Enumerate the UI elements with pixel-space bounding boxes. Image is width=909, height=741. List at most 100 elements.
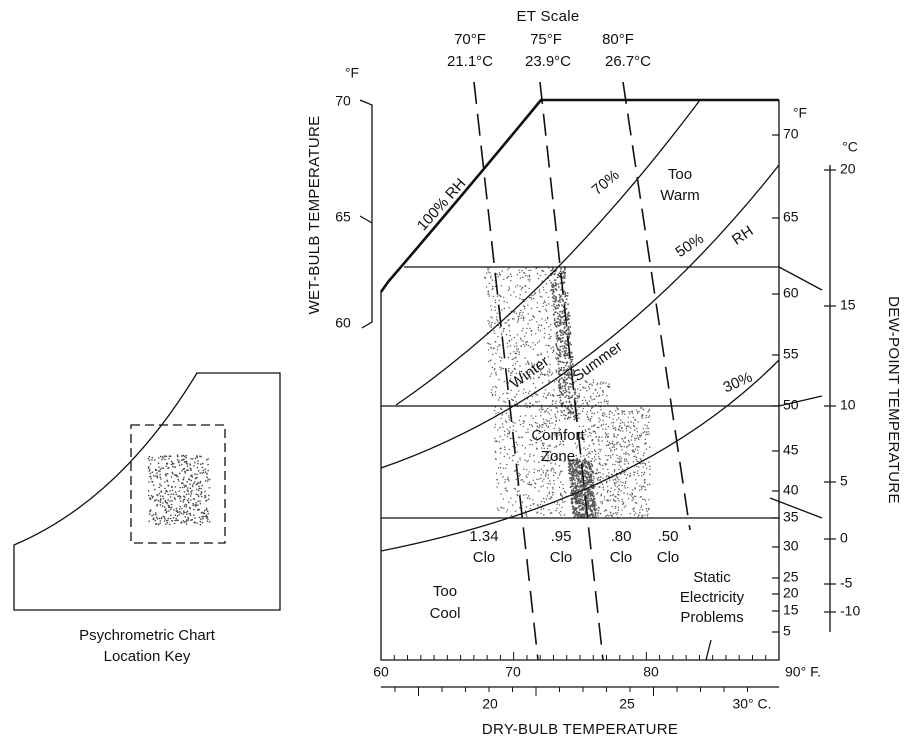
dot	[648, 427, 650, 430]
dot	[193, 482, 195, 485]
dot	[528, 275, 531, 278]
dot	[567, 462, 570, 465]
dot	[515, 430, 517, 432]
dot	[199, 520, 202, 523]
dot	[642, 408, 645, 411]
dot	[578, 508, 581, 511]
dot	[594, 450, 597, 453]
dot	[560, 459, 563, 461]
dot	[569, 366, 571, 369]
dot	[558, 486, 561, 488]
dot	[559, 378, 561, 381]
dot	[569, 386, 572, 388]
dot	[200, 511, 203, 514]
key-dots	[147, 454, 211, 526]
dot	[584, 434, 586, 436]
dot	[546, 460, 549, 463]
dot	[519, 415, 522, 417]
dot	[543, 497, 545, 500]
clo-value: .95	[551, 528, 572, 545]
dot	[544, 332, 546, 334]
dot	[533, 297, 535, 300]
wet-bulb-tick: 65	[335, 209, 351, 225]
dot	[530, 377, 532, 380]
dot	[568, 329, 570, 332]
dot	[502, 367, 505, 370]
dot	[190, 499, 192, 501]
dot	[559, 345, 562, 348]
dot	[506, 277, 508, 279]
dot	[604, 399, 606, 401]
dot	[547, 373, 549, 375]
et-line	[539, 81, 604, 661]
dot	[609, 490, 612, 493]
dot	[543, 421, 545, 423]
dot	[561, 312, 564, 314]
dot	[173, 522, 176, 525]
dot	[529, 274, 531, 276]
dot	[567, 365, 570, 368]
dot	[187, 519, 190, 521]
dot	[191, 518, 193, 521]
dot	[499, 366, 501, 368]
dot	[205, 508, 208, 511]
dot	[619, 458, 621, 460]
dot	[632, 498, 635, 500]
dot	[554, 402, 557, 404]
dot	[173, 509, 175, 511]
dot	[647, 431, 649, 433]
dot	[582, 459, 585, 462]
dot	[548, 392, 550, 394]
dot	[492, 386, 494, 388]
dot	[592, 381, 594, 384]
dot	[616, 486, 618, 488]
dot	[531, 444, 534, 446]
dot	[527, 275, 529, 277]
dot	[563, 290, 566, 293]
dot	[538, 324, 540, 326]
dot	[546, 317, 549, 320]
dot	[174, 466, 176, 468]
dot	[616, 407, 618, 409]
dot	[635, 458, 637, 461]
dot	[579, 433, 581, 435]
dot	[180, 522, 183, 524]
dot	[558, 512, 560, 514]
dot	[648, 410, 650, 412]
dot	[504, 322, 506, 324]
dot	[634, 437, 636, 439]
dot	[494, 437, 496, 440]
dot	[617, 477, 619, 479]
dot	[617, 434, 619, 436]
dot	[489, 325, 491, 327]
dot	[564, 354, 566, 357]
dot	[191, 474, 193, 476]
dot	[522, 494, 525, 496]
dot	[610, 514, 612, 516]
dot	[567, 333, 570, 336]
dot	[592, 442, 595, 445]
dot	[518, 475, 520, 477]
dot	[184, 470, 186, 473]
dot	[559, 301, 561, 303]
dot	[559, 441, 561, 443]
dot	[612, 440, 614, 443]
dot	[647, 411, 649, 413]
dot	[571, 502, 574, 505]
dot	[584, 429, 587, 431]
dot	[541, 280, 543, 282]
dot	[517, 316, 519, 318]
dot	[186, 499, 189, 502]
dot	[527, 304, 529, 306]
zone-label: Electricity	[680, 589, 745, 606]
dot	[522, 317, 525, 319]
dot	[533, 316, 535, 319]
dot	[577, 388, 579, 390]
dot	[167, 467, 169, 470]
dot	[544, 429, 546, 432]
dot	[525, 363, 527, 365]
dot	[534, 483, 537, 485]
dot	[602, 468, 604, 470]
dot	[572, 369, 575, 371]
dot	[513, 487, 515, 490]
